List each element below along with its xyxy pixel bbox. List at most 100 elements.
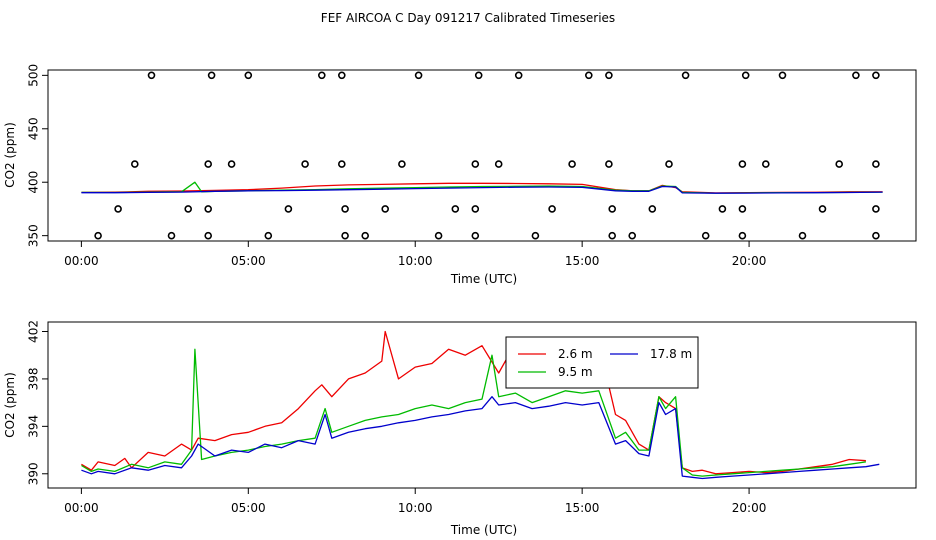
bottom-series-9-5-mline (81, 348, 866, 477)
top-y-tick-label: 450 (27, 117, 41, 140)
flag-marker (568, 160, 576, 168)
flag-marker (738, 160, 747, 168)
top-y-tick-label: 350 (27, 224, 41, 247)
flag-marker (317, 71, 326, 80)
bottom-y-ticks: 390 394 398 402 (27, 320, 48, 485)
flag-marker (778, 71, 787, 80)
bottom-x-ticks: 00:00 05:00 10:00 15:00 20:00 (64, 488, 766, 515)
flag-marker (628, 231, 637, 240)
top-x-tick-label: 00:00 (64, 254, 99, 268)
flag-marker (147, 71, 156, 80)
flag-marker (738, 205, 747, 213)
legend-label-17-8m: 17.8 m (650, 347, 692, 361)
flag-marker (474, 71, 483, 80)
flag-marker (434, 231, 443, 240)
top-x-tick-label: 10:00 (398, 254, 433, 268)
flag-marker (584, 71, 593, 80)
flag-marker (207, 71, 216, 80)
top-y-axis-label: CO2 (ppm) (3, 122, 17, 188)
legend-label-2-6m: 2.6 m (558, 347, 593, 361)
flag-marker (451, 205, 460, 213)
flag-marker (398, 160, 406, 168)
flag-marker (301, 160, 309, 168)
flag-marker (284, 205, 293, 213)
flag-marker (204, 205, 212, 213)
top-panel: Time (UTC) CO2 (ppm) 00:00 05:00 10:00 15:0… (3, 64, 917, 286)
legend-label-9-5m: 9.5 m (558, 365, 593, 379)
flag-marker (605, 160, 613, 168)
bottom-panel: Time (UTC) CO2 (ppm) 00:00 05:00 10:00 15:0… (3, 320, 917, 537)
flag-marker (798, 231, 807, 240)
flag-marker (471, 231, 480, 240)
top-flag-markers (94, 71, 880, 240)
flag-marker (361, 231, 370, 240)
top-y-tick-label: 400 (27, 171, 41, 194)
flag-marker (167, 231, 176, 240)
flag-marker (414, 71, 423, 80)
top-x-tick-label: 15:00 (565, 254, 600, 268)
bottom-y-tick-label: 390 (27, 462, 41, 485)
top-y-ticks: 350 400 450 500 (27, 64, 48, 247)
flag-marker (608, 205, 617, 213)
legend-box (505, 336, 699, 389)
flag-marker (184, 205, 192, 213)
top-x-ticks: 00:00 05:00 10:00 15:00 20:00 (64, 241, 766, 268)
flag-marker (341, 231, 349, 240)
flag-marker (741, 71, 750, 80)
flag-marker (114, 205, 122, 213)
flag-marker (204, 160, 212, 168)
flag-marker (337, 160, 346, 168)
flag-marker (665, 160, 673, 168)
flag-marker (471, 160, 480, 168)
flag-marker (341, 205, 349, 213)
legend: 2.6 m 17.8 m 9.5 m (505, 336, 699, 389)
bottom-x-tick-label: 00:00 (64, 501, 99, 515)
bottom-plot-frame (47, 321, 917, 489)
flag-marker (131, 160, 139, 168)
flag-marker (718, 205, 727, 213)
flag-marker (94, 231, 102, 240)
flag-marker (761, 160, 770, 168)
bottom-y-tick-label: 402 (27, 320, 41, 343)
flag-marker (204, 231, 212, 240)
bottom-x-tick-label: 10:00 (398, 501, 433, 515)
bottom-x-tick-label: 15:00 (565, 501, 600, 515)
flag-marker (608, 231, 617, 240)
bottom-x-tick-label: 05:00 (231, 501, 266, 515)
flag-marker (835, 160, 844, 168)
flag-marker (531, 231, 540, 240)
flag-marker (681, 71, 690, 80)
flag-marker (227, 160, 236, 168)
bottom-series-group (81, 330, 880, 480)
top-x-tick-label: 20:00 (732, 254, 767, 268)
flag-marker (738, 231, 747, 240)
flag-marker (852, 71, 860, 80)
bottom-x-tick-label: 20:00 (732, 501, 767, 515)
flag-marker (337, 71, 346, 80)
bottom-series-2-6-mline (81, 330, 866, 475)
bottom-y-tick-label: 394 (27, 415, 41, 438)
top-series-group (81, 181, 883, 194)
flag-marker (701, 231, 710, 240)
top-x-tick-label: 05:00 (231, 254, 266, 268)
flag-marker (494, 160, 503, 168)
top-y-tick-label: 500 (27, 64, 41, 87)
flag-marker (471, 205, 480, 213)
flag-marker (514, 71, 523, 80)
bottom-y-axis-label: CO2 (ppm) (3, 372, 17, 438)
flag-marker (872, 160, 880, 168)
flag-marker (605, 71, 613, 80)
flag-marker (548, 205, 556, 213)
bottom-y-tick-label: 398 (27, 367, 41, 390)
flag-marker (818, 205, 827, 213)
flag-marker (264, 231, 273, 240)
flag-marker (872, 231, 880, 240)
top-plot-frame (47, 69, 917, 242)
flag-marker (648, 205, 657, 213)
bottom-series-17-8-mline (81, 396, 880, 480)
flag-marker (872, 205, 880, 213)
bottom-x-axis-label: Time (UTC) (450, 523, 517, 537)
chart-title: FEF AIRCOA C Day 091217 Calibrated Times… (321, 11, 615, 25)
